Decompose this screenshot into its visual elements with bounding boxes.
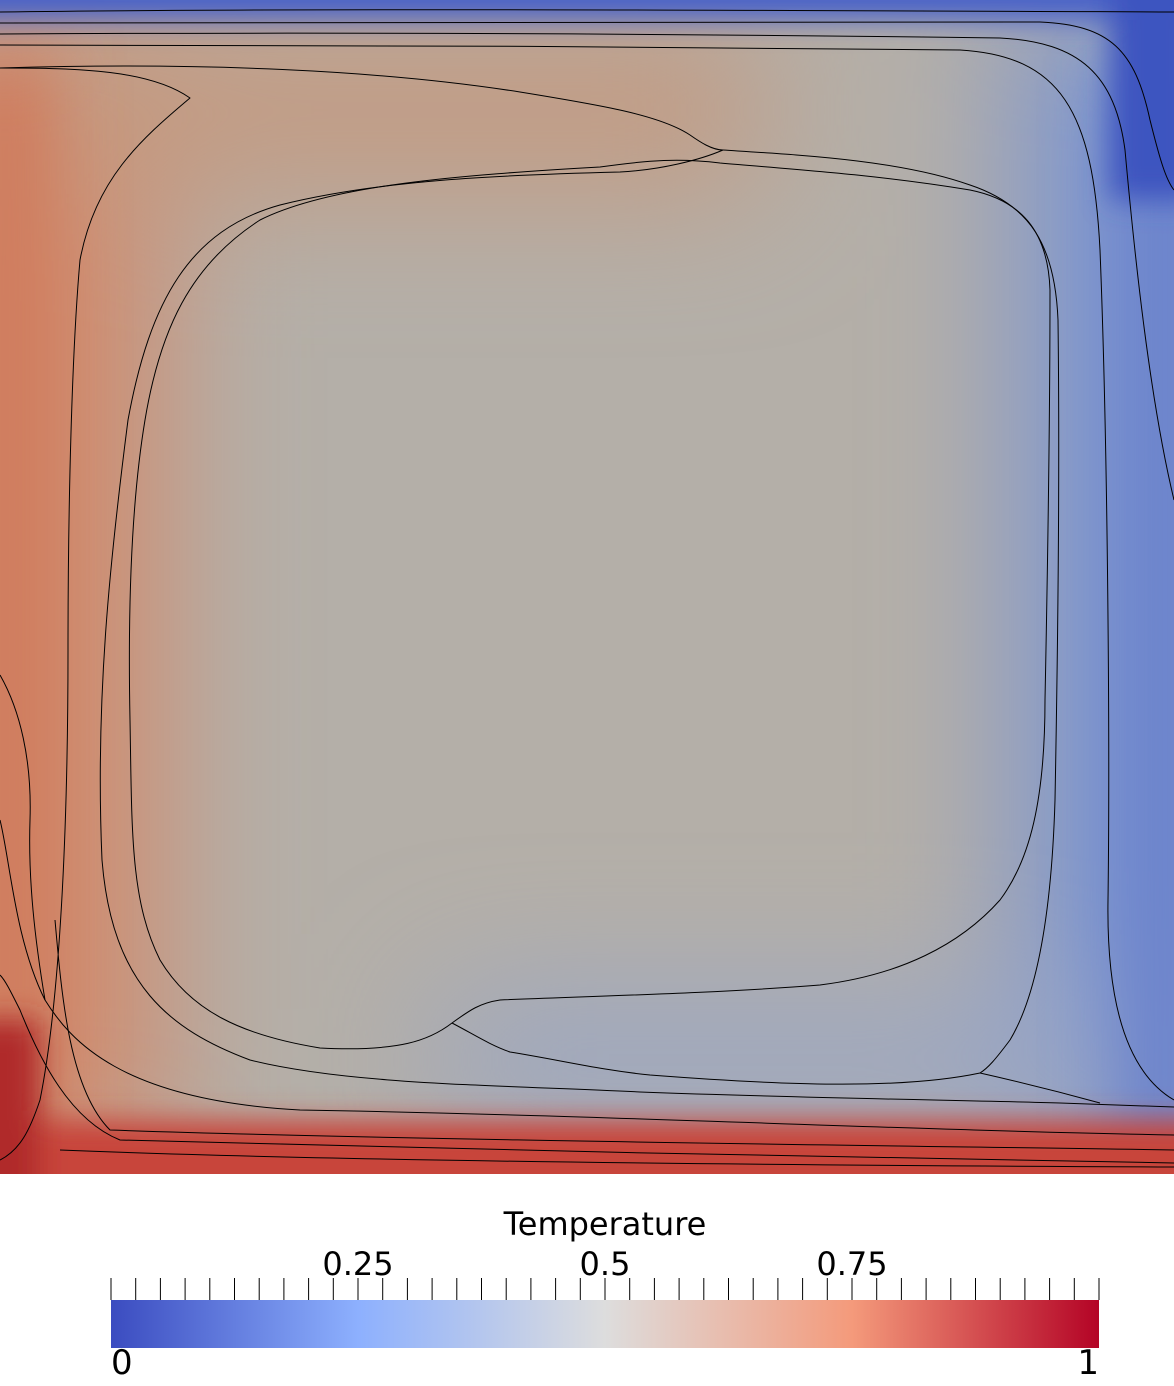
field-background [0,0,1174,1174]
contour-line [0,974,1174,1164]
shade-top-warm [0,30,760,190]
temperature-field-svg [0,0,1174,1174]
legend-max-label: 1 [1077,1343,1099,1383]
contour-line [722,149,1101,1104]
contour-line [0,65,1174,1108]
major-tick-labels: 0.25 0.5 0.75 [322,1245,887,1283]
legend-title: Temperature [503,1205,707,1243]
field-shading [0,0,1174,1174]
shade-left-strip [0,60,50,1174]
contour-line [128,159,1051,1050]
major-tick-label: 0.75 [816,1245,887,1283]
shade-bottom-cool [440,1000,1174,1120]
contour-line [0,9,1174,13]
temperature-field [0,0,1174,1174]
color-legend: Temperature 0.25 0.5 0.75 0 1 [0,1174,1174,1386]
contour-lines [0,9,1174,1168]
color-legend-svg: Temperature 0.25 0.5 0.75 0 1 [110,1205,1100,1383]
major-tick-label: 0.5 [580,1245,631,1283]
legend-min-label: 0 [111,1343,133,1383]
major-tick-label: 0.25 [322,1245,393,1283]
colorbar-ticks [110,1278,1100,1348]
colorbar [111,1300,1099,1348]
contour-line [0,44,1174,1136]
shade-bottom-left-hot [0,1020,40,1174]
shade-right-strip [1120,80,1174,1174]
contour-line [451,1022,981,1085]
contour-line [0,67,1174,1161]
contour-line [0,674,46,1001]
contour-line [0,32,1174,501]
contour-line [59,1149,1174,1168]
